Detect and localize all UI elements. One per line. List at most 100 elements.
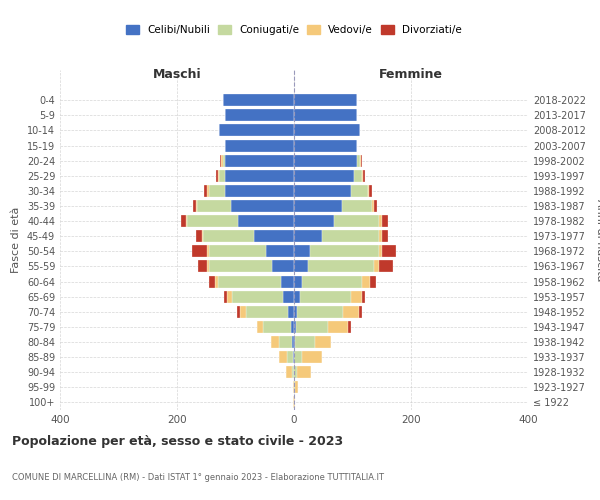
Bar: [363, 170, 365, 182]
Bar: [266, 246, 294, 258]
Bar: [308, 260, 374, 272]
Bar: [353, 170, 362, 182]
Bar: [227, 290, 232, 302]
Bar: [197, 200, 231, 212]
Bar: [225, 154, 294, 166]
Bar: [271, 336, 280, 348]
Bar: [294, 110, 357, 122]
Bar: [196, 230, 202, 242]
Bar: [382, 215, 388, 227]
Bar: [219, 124, 294, 136]
Bar: [374, 200, 377, 212]
Bar: [334, 215, 379, 227]
Bar: [203, 230, 254, 242]
Text: Maschi: Maschi: [152, 68, 202, 80]
Bar: [223, 154, 225, 166]
Bar: [296, 321, 328, 333]
Text: Femmine: Femmine: [379, 68, 443, 80]
Bar: [263, 321, 291, 333]
Bar: [279, 351, 287, 363]
Bar: [302, 276, 362, 287]
Bar: [209, 185, 225, 197]
Bar: [218, 170, 219, 182]
Bar: [294, 215, 334, 227]
Bar: [294, 276, 302, 287]
Bar: [224, 290, 227, 302]
Bar: [293, 351, 294, 363]
Bar: [202, 230, 203, 242]
Bar: [370, 276, 376, 287]
Bar: [379, 215, 382, 227]
Bar: [379, 230, 382, 242]
Bar: [209, 246, 266, 258]
Bar: [287, 351, 293, 363]
Bar: [283, 290, 294, 302]
Bar: [291, 321, 294, 333]
Bar: [196, 200, 197, 212]
Bar: [374, 260, 379, 272]
Bar: [300, 290, 352, 302]
Bar: [362, 276, 370, 287]
Bar: [193, 200, 196, 212]
Bar: [352, 290, 362, 302]
Bar: [187, 215, 238, 227]
Bar: [205, 185, 208, 197]
Bar: [232, 290, 283, 302]
Bar: [254, 230, 294, 242]
Bar: [181, 215, 186, 227]
Bar: [209, 276, 215, 287]
Bar: [369, 185, 372, 197]
Bar: [225, 170, 294, 182]
Bar: [220, 154, 221, 166]
Bar: [294, 260, 308, 272]
Legend: Celibi/Nubili, Coniugati/e, Vedovi/e, Divorziati/e: Celibi/Nubili, Coniugati/e, Vedovi/e, Di…: [122, 21, 466, 39]
Bar: [315, 336, 331, 348]
Bar: [288, 306, 294, 318]
Bar: [223, 94, 294, 106]
Bar: [297, 366, 311, 378]
Bar: [293, 382, 294, 394]
Bar: [292, 336, 294, 348]
Bar: [382, 246, 397, 258]
Bar: [294, 140, 357, 151]
Bar: [359, 306, 362, 318]
Bar: [294, 336, 295, 348]
Bar: [297, 306, 343, 318]
Bar: [302, 351, 322, 363]
Bar: [362, 290, 365, 302]
Bar: [208, 185, 209, 197]
Bar: [359, 154, 361, 166]
Text: Popolazione per età, sesso e stato civile - 2023: Popolazione per età, sesso e stato civil…: [12, 435, 343, 448]
Bar: [379, 260, 394, 272]
Bar: [207, 246, 209, 258]
Bar: [348, 321, 351, 333]
Bar: [361, 154, 362, 166]
Bar: [272, 260, 294, 272]
Bar: [294, 94, 357, 106]
Text: COMUNE DI MARCELLINA (RM) - Dati ISTAT 1° gennaio 2023 - Elaborazione TUTTITALIA: COMUNE DI MARCELLINA (RM) - Dati ISTAT 1…: [12, 473, 384, 482]
Bar: [219, 170, 225, 182]
Bar: [294, 321, 296, 333]
Bar: [362, 170, 363, 182]
Y-axis label: Anni di nascita: Anni di nascita: [595, 198, 600, 281]
Bar: [186, 215, 187, 227]
Bar: [286, 366, 292, 378]
Bar: [294, 200, 342, 212]
Bar: [198, 260, 207, 272]
Bar: [246, 306, 288, 318]
Bar: [237, 306, 240, 318]
Bar: [294, 124, 359, 136]
Bar: [216, 170, 218, 182]
Bar: [328, 321, 348, 333]
Bar: [382, 230, 388, 242]
Bar: [207, 260, 209, 272]
Bar: [294, 154, 357, 166]
Bar: [209, 260, 272, 272]
Bar: [294, 396, 295, 408]
Bar: [215, 276, 218, 287]
Bar: [240, 306, 246, 318]
Bar: [322, 230, 379, 242]
Bar: [238, 215, 294, 227]
Bar: [225, 110, 294, 122]
Bar: [310, 246, 379, 258]
